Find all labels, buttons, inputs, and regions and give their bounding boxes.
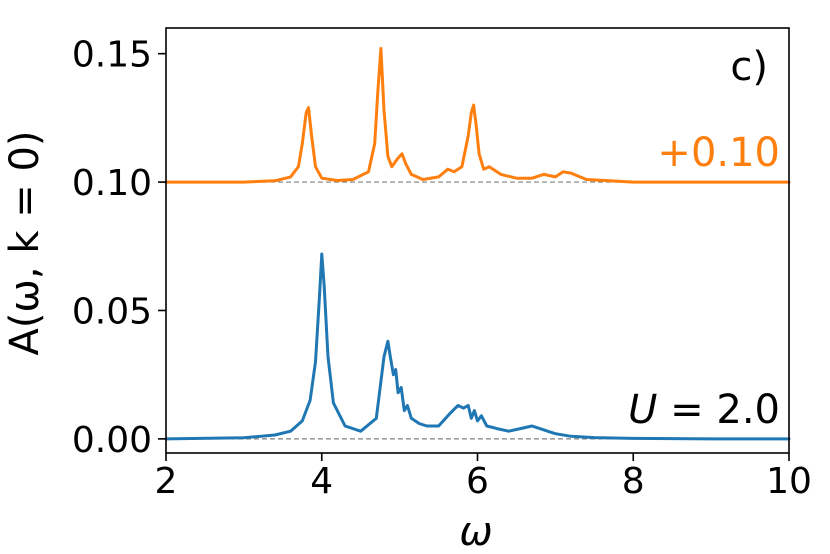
x-tick-label: 2 [155, 461, 178, 502]
x-tick-label: 8 [622, 461, 645, 502]
lower-series-label: U = 2.0 [628, 387, 780, 433]
y-tick-label: 0.00 [72, 420, 152, 461]
x-tick-label: 6 [466, 461, 489, 502]
series-line-u2 [164, 252, 791, 441]
y-tick-label: 0.15 [72, 35, 152, 76]
y-tick-label: 0.10 [72, 163, 152, 204]
y-axis-title: A(ω, k = 0) [2, 130, 48, 355]
upper-offset-label: +0.10 [657, 130, 780, 176]
panel-label: c) [730, 44, 768, 90]
x-tick-label: 4 [310, 461, 333, 502]
x-tick-label: 10 [766, 461, 812, 502]
y-tick-label: 0.05 [72, 291, 152, 332]
series-line-offset [164, 47, 791, 184]
x-axis-title: ω [459, 509, 493, 554]
